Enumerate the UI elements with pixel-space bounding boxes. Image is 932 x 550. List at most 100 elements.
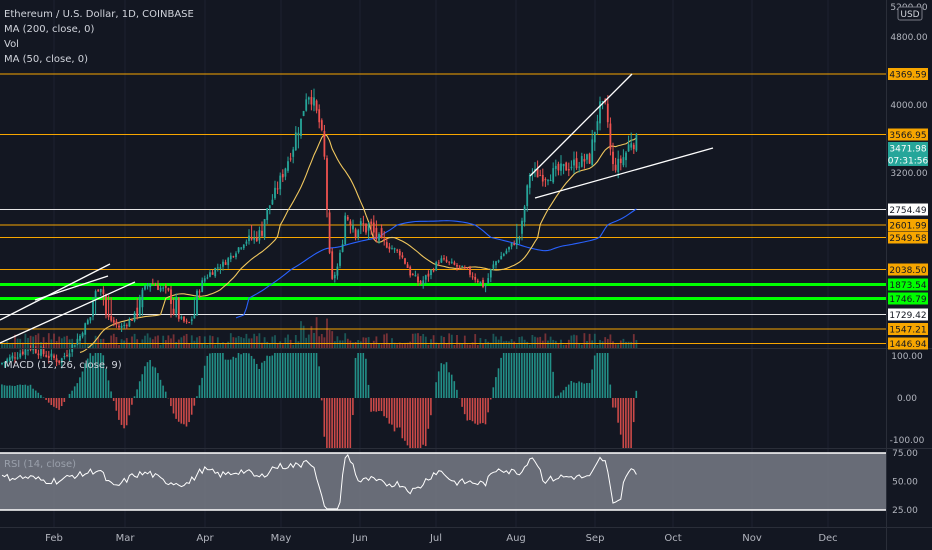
volume-bar xyxy=(183,335,185,348)
volume-bar xyxy=(172,334,175,348)
candle-body xyxy=(40,348,42,356)
price-label-1729.42[interactable]: 1729.42 xyxy=(889,311,926,321)
price-label-2549.58[interactable]: 2549.58 xyxy=(889,234,926,244)
time-axis[interactable]: Feb Mar Apr May Jun Jul Aug Sep Oct Nov Dec xyxy=(45,533,838,544)
macd-histogram-bar xyxy=(549,353,552,398)
candle-body xyxy=(383,238,386,242)
price-label-1873.54[interactable]: 1873.54 xyxy=(889,281,926,291)
candle-body xyxy=(94,291,97,299)
macd-histogram-bar xyxy=(261,362,263,398)
ma200-legend[interactable]: MA (200, close, 0) xyxy=(4,24,95,35)
price-label-1746.79[interactable]: 1746.79 xyxy=(889,295,926,305)
volume-bar xyxy=(261,342,263,348)
macd-histogram-bar xyxy=(497,368,500,398)
trendline-4[interactable] xyxy=(0,281,136,344)
macd-histogram-bar xyxy=(606,353,609,398)
price-label-3471.98[interactable]: 3471.98 xyxy=(889,145,926,155)
volume-bar xyxy=(417,333,419,348)
candle-body xyxy=(297,132,300,136)
trendline-1[interactable] xyxy=(529,73,633,177)
macd-histogram-bar xyxy=(71,390,73,398)
volume-legend[interactable]: Vol xyxy=(4,39,19,50)
trendline-5[interactable] xyxy=(34,275,109,301)
macd-histogram-bar xyxy=(604,353,606,398)
volume-bar xyxy=(198,336,201,348)
candle-body xyxy=(14,357,16,359)
volume-bar xyxy=(255,336,258,348)
price-label-3566.95[interactable]: 3566.95 xyxy=(889,131,926,141)
volume-bar xyxy=(32,336,35,348)
candle-body xyxy=(97,289,100,292)
macd-tick-label: 0.00 xyxy=(897,394,917,404)
candle-body xyxy=(92,301,94,317)
trendline-3[interactable] xyxy=(0,263,111,321)
volume-bar xyxy=(185,333,188,348)
volume-bar xyxy=(539,336,542,348)
candle-body xyxy=(461,265,464,268)
time-label-aug[interactable]: Aug xyxy=(506,533,526,544)
macd-histogram-bar xyxy=(614,398,617,408)
candle-body xyxy=(435,261,438,271)
candle-body xyxy=(167,288,170,291)
candle-body xyxy=(489,269,492,278)
macd-histogram-bar xyxy=(315,353,318,398)
symbol-title: Ethereum / U.S. Dollar, 1D, COINBASE xyxy=(4,9,194,20)
macd-legend[interactable]: MACD (12, 26, close, 9) xyxy=(4,360,122,371)
horizontal-levels[interactable] xyxy=(0,73,886,344)
candle-body xyxy=(131,319,133,321)
macd-histogram-bar xyxy=(419,398,422,448)
time-label-dec[interactable]: Dec xyxy=(818,533,837,544)
time-label-nov[interactable]: Nov xyxy=(742,533,762,544)
candle-body xyxy=(245,241,248,244)
volume-bar xyxy=(42,337,45,348)
volume-bar xyxy=(565,344,568,348)
candle-body xyxy=(630,143,633,148)
volume-bar xyxy=(474,334,477,348)
candle-body xyxy=(544,179,547,181)
price-label-07:31:56[interactable]: 07:31:56 xyxy=(888,157,929,167)
price-label-1446.94[interactable]: 1446.94 xyxy=(889,340,926,350)
candle-body xyxy=(539,175,542,177)
time-label-sep[interactable]: Sep xyxy=(586,533,605,544)
price-label-1547.21[interactable]: 1547.21 xyxy=(889,326,926,336)
volume-bar xyxy=(81,344,84,348)
candle-body xyxy=(76,338,79,345)
currency-badge[interactable]: USD xyxy=(900,10,919,20)
volume-bar xyxy=(365,337,367,348)
macd-histogram-bar xyxy=(476,398,479,425)
candle-body xyxy=(281,174,284,178)
macd-histogram-bar xyxy=(632,398,635,423)
rsi-legend[interactable]: RSI (14, close) xyxy=(4,459,77,470)
price-axis[interactable]: 5200.004800.004000.003200.00USD4369.5935… xyxy=(888,3,929,516)
macd-histogram-bar xyxy=(180,398,183,424)
macd-histogram-bar xyxy=(326,398,328,448)
price-label-2754.49[interactable]: 2754.49 xyxy=(889,206,926,216)
price-label-4369.59[interactable]: 4369.59 xyxy=(889,71,926,81)
trendline-2[interactable] xyxy=(534,147,714,199)
macd-histogram-bar xyxy=(352,398,354,416)
volume-bar xyxy=(268,343,271,348)
time-label-apr[interactable]: Apr xyxy=(196,533,214,544)
macd-histogram-bar xyxy=(328,398,331,448)
volume-bar xyxy=(372,340,375,348)
trendline-drawings[interactable] xyxy=(0,73,714,344)
macd-histogram-bar xyxy=(541,353,544,398)
price-label-2038.50[interactable]: 2038.50 xyxy=(889,266,926,276)
macd-histogram-bar xyxy=(58,398,60,410)
time-label-jun[interactable]: Jun xyxy=(351,533,368,544)
macd-histogram-bar xyxy=(404,398,406,441)
time-label-oct[interactable]: Oct xyxy=(664,533,681,544)
time-label-mar[interactable]: Mar xyxy=(116,533,136,544)
ma50-legend[interactable]: MA (50, close, 0) xyxy=(4,54,89,65)
price-label-2601.99[interactable]: 2601.99 xyxy=(889,222,926,232)
candle-body xyxy=(354,229,357,238)
time-label-jul[interactable]: Jul xyxy=(429,533,442,544)
volume-bar xyxy=(159,344,162,348)
macd-histogram-bar xyxy=(276,353,279,398)
macd-histogram-bar xyxy=(554,396,557,398)
macd-histogram-bar xyxy=(580,382,583,398)
time-label-feb[interactable]: Feb xyxy=(45,533,63,544)
time-label-may[interactable]: May xyxy=(271,533,292,544)
candle-body xyxy=(50,353,53,357)
